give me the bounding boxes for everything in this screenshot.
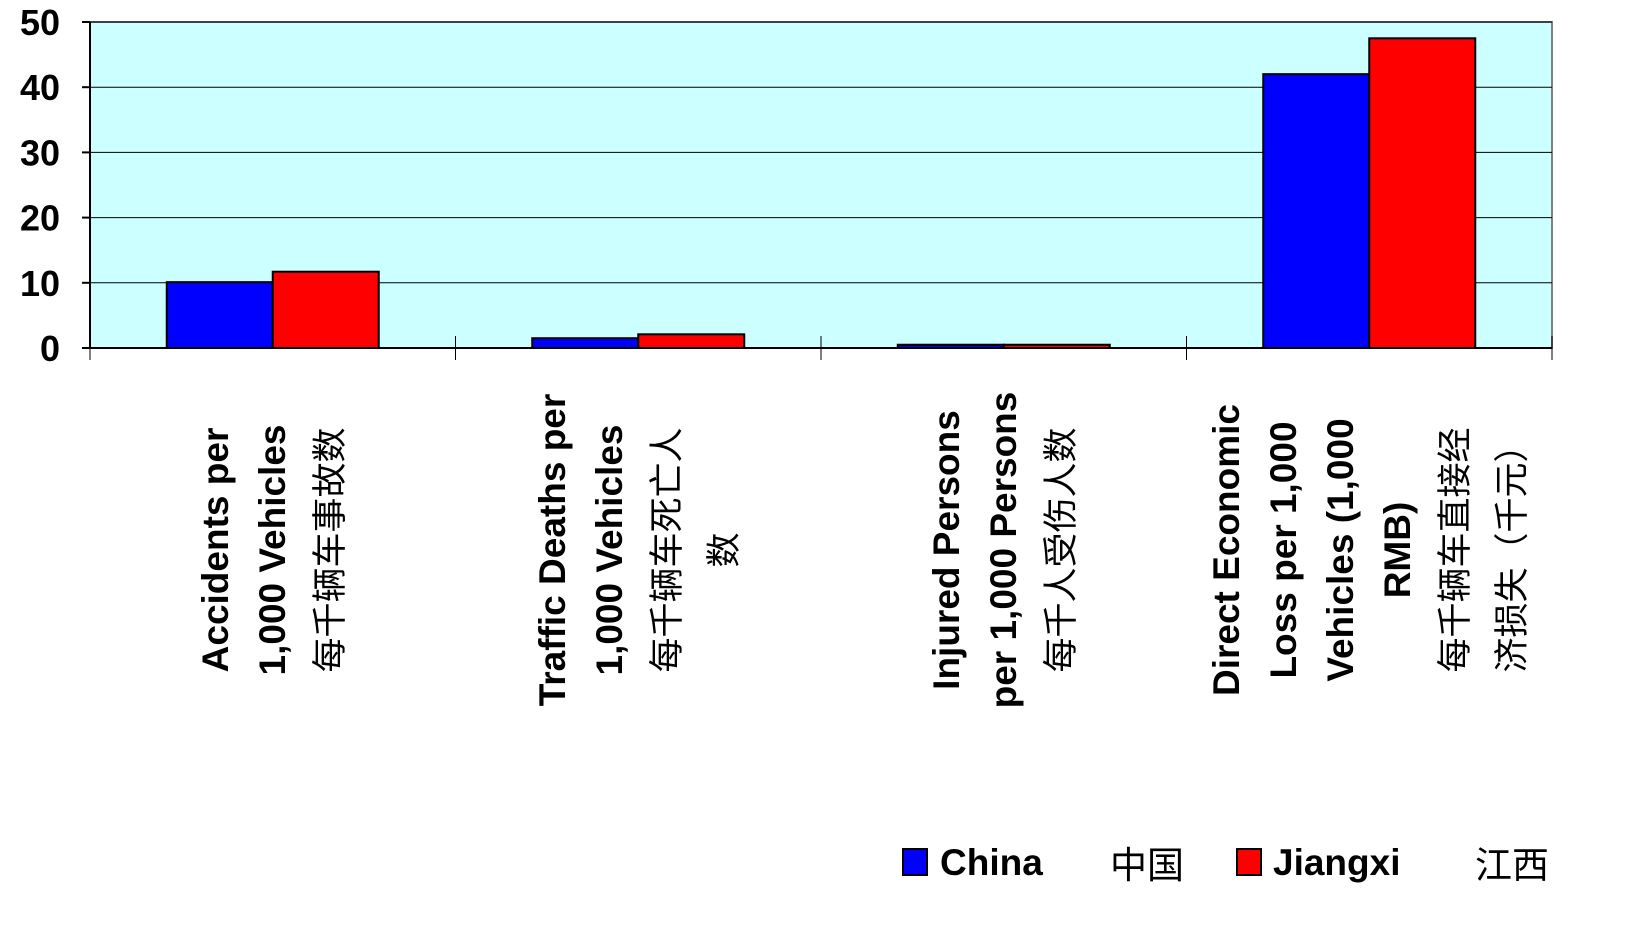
category-label-line: RMB) — [1377, 502, 1418, 599]
legend-label-jiangxi: Jiangxi — [1273, 842, 1401, 883]
category-label-line: 1,000 Vehicles — [252, 425, 293, 676]
y-tick-label: 20 — [20, 198, 60, 239]
category-label-line: 济损失（千元） — [1493, 427, 1533, 672]
y-tick-label: 40 — [20, 67, 60, 108]
axes — [82, 21, 1553, 360]
y-tick-labels: 0 10 20 30 40 50 — [20, 2, 60, 369]
category-label-line: 每千辆车事故数 — [311, 427, 351, 672]
legend-label-china: China — [940, 842, 1043, 883]
bar-china-3 — [1262, 73, 1371, 349]
category-label-line: Traffic Deaths per — [532, 394, 573, 707]
y-tick-label: 10 — [20, 263, 60, 304]
legend-label-zh-jiangxi: 江西 — [1475, 844, 1549, 887]
category-label-line: Accidents per — [195, 428, 236, 673]
y-tick-label: 30 — [20, 132, 60, 173]
category-label-line: per 1,000 Persons — [983, 392, 1024, 709]
bar-jiangxi-0 — [271, 270, 380, 349]
category-label-1: Traffic Deaths per 1,000 Vehicles 每千辆车死亡人数 — [532, 394, 745, 707]
category-label-line: Loss per 1,000 — [1263, 421, 1304, 678]
legend: China 中国 Jiangxi 江西 — [902, 842, 1549, 887]
bar-jiangxi-3 — [1368, 37, 1477, 350]
category-label-line: Direct Economic — [1206, 404, 1247, 696]
category-label-3: Direct Economic Loss per 1,000 Vehicles (1… — [1206, 404, 1533, 696]
y-tick-label: 50 — [20, 2, 60, 43]
category-label-2: Injured Persons per 1,000 Persons 每千人受伤人数 — [926, 392, 1082, 709]
category-label-line: 每千辆车直接经 — [1436, 427, 1476, 672]
category-label-line: Vehicles (1,000 — [1320, 418, 1361, 681]
category-label-line: 每千辆车死亡人 — [648, 427, 688, 672]
y-tick-label: 0 — [40, 328, 60, 369]
category-label-0: Accidents per 1,000 Vehicles 每千辆车事故数 — [195, 425, 351, 676]
legend-swatch-china — [902, 848, 928, 876]
bars — [165, 37, 1477, 350]
bar-china-0 — [165, 281, 274, 350]
category-labels: Accidents per 1,000 Vehicles 每千辆车事故数 Traffi… — [195, 392, 1533, 709]
category-label-line: Injured Persons — [926, 410, 967, 690]
category-label-line: 1,000 Vehicles — [589, 425, 630, 676]
category-label-line: 每千人受伤人数 — [1042, 427, 1082, 672]
legend-swatch-jiangxi — [1236, 848, 1262, 876]
category-label-line: 数 — [705, 532, 745, 567]
legend-label-zh-china: 中国 — [1110, 844, 1184, 887]
bar-china-1 — [531, 337, 640, 350]
bar-jiangxi-1 — [637, 333, 746, 350]
